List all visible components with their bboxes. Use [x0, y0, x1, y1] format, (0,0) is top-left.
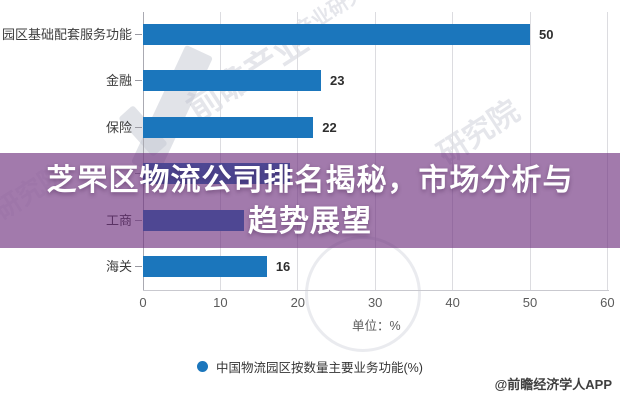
- x-tick-label: 40: [445, 295, 460, 310]
- x-tick-label: 0: [139, 295, 147, 310]
- banner-title-line2: 趋势展望: [248, 204, 372, 238]
- legend-label: 中国物流园区按数量主要业务功能(%): [216, 361, 423, 375]
- x-axis-unit-label: 单位：%: [352, 319, 401, 333]
- value-label: 22: [322, 119, 337, 135]
- category-tick: [135, 266, 142, 267]
- value-label: 50: [539, 27, 554, 42]
- category-tick: [135, 126, 142, 128]
- banner-title-line1: 芝罘区物流公司排名揭秘，市场分析与: [46, 163, 574, 197]
- bar: [143, 24, 530, 45]
- category-label: 海关: [105, 259, 132, 274]
- category-label: 保险: [105, 119, 132, 135]
- category-label: 金融: [105, 73, 132, 89]
- legend: 中国物流园区按数量主要业务功能(%): [197, 357, 423, 376]
- bar: [143, 70, 322, 92]
- x-axis-line: [143, 290, 609, 291]
- x-tick-label: 10: [213, 295, 228, 310]
- gridline: [452, 12, 454, 290]
- bar: [143, 116, 314, 138]
- value-label: 16: [275, 259, 291, 274]
- gridline: [297, 12, 299, 290]
- category-tick: [135, 80, 142, 82]
- gridline: [374, 12, 376, 290]
- category-tick: [135, 34, 142, 35]
- category-label: 园区基础配套服务功能: [1, 27, 132, 42]
- y-axis-line: [142, 12, 144, 290]
- gridline: [219, 12, 221, 290]
- title-banner: 芝罘区物流公司排名揭秘，市场分析与 趋势展望: [0, 153, 620, 248]
- legend-marker-icon: [197, 361, 208, 372]
- gridline: [606, 12, 608, 290]
- x-tick-label: 20: [290, 295, 306, 310]
- bar: [143, 256, 267, 277]
- gridline: [529, 12, 531, 290]
- x-tick-label: 60: [600, 295, 615, 310]
- x-tick-label: 50: [522, 295, 538, 310]
- x-tick-label: 30: [367, 295, 383, 310]
- value-label: 23: [330, 73, 345, 89]
- source-credit: @前瞻经济学人APP: [494, 377, 612, 392]
